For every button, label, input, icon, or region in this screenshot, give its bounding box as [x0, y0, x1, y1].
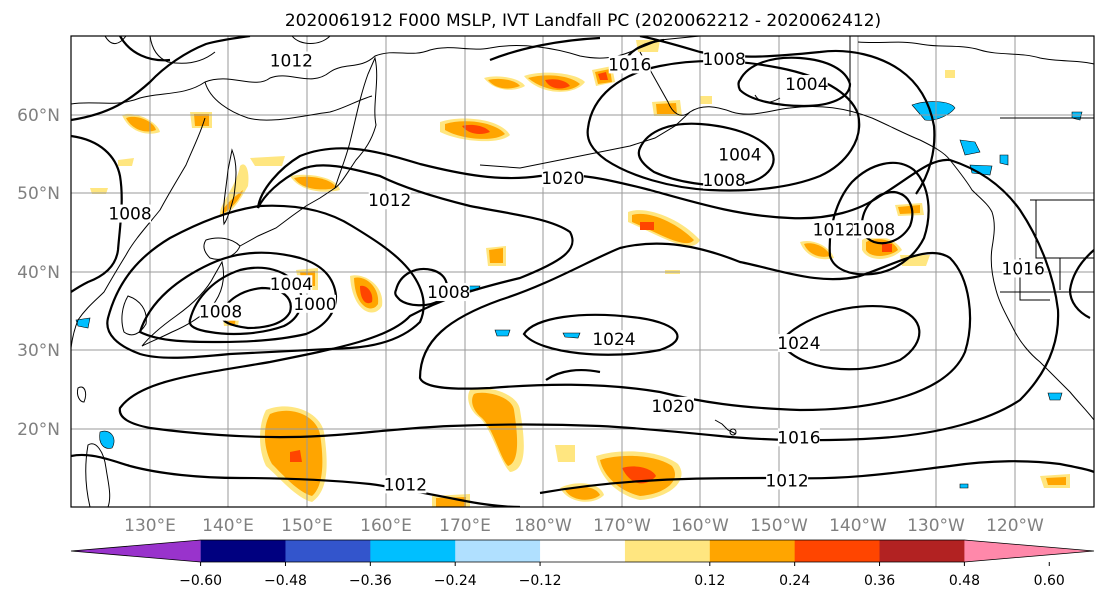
colorbar-segment: [794, 540, 881, 562]
lat-label: 20°N: [17, 420, 60, 440]
isobar-label: 1012: [270, 51, 313, 71]
colorbar-tick-label: −0.48: [264, 573, 307, 589]
ivt-shading: [75, 40, 1083, 507]
lon-label: 120°W: [986, 516, 1044, 536]
colorbar-tick-label: −0.36: [349, 573, 392, 589]
isobar-label: 1012: [765, 471, 808, 491]
isobar-label-background: [777, 334, 820, 353]
colorbar-tick-label: 0.24: [779, 573, 810, 589]
colorbar-segment: [540, 540, 626, 562]
colorbar-segment: [709, 540, 796, 562]
isobar-label: 1008: [703, 171, 746, 191]
isobar-label: 1004: [270, 275, 313, 295]
isobar-label-background: [852, 220, 895, 239]
isobar-label: 1008: [199, 303, 242, 323]
isobar-label: 1016: [608, 55, 651, 75]
isobar-labels: 1012 1016 10081004100410081020101210081012…: [108, 49, 1045, 495]
isobar-label-background: [651, 396, 694, 415]
isobar-label-background: [270, 275, 313, 294]
isobar-label-background: [777, 428, 820, 447]
isobar-label-background: [199, 302, 242, 321]
isobar-label: 1008: [703, 50, 746, 70]
isobar-label: 1008: [427, 283, 470, 303]
colorbar-tick-label: 0.36: [864, 573, 895, 589]
isobar-label: 1012: [813, 220, 856, 240]
colorbar-segment: [455, 540, 541, 562]
colorbar: −0.60 −0.48 −0.36 −0.24 −0.12 0.12 0.24 0.36 0.4…: [70, 539, 1095, 589]
lon-label: 150°E: [281, 516, 333, 536]
isobar-label: 1000: [293, 295, 336, 315]
isobar-label: 1008: [852, 220, 895, 240]
isobar-label: 1012: [384, 475, 427, 495]
latitude-labels: 60°N 50°N 40°N 30°N 20°N: [17, 106, 60, 440]
map-panel: 1012 1016 10081004100410081020101210081012…: [70, 35, 1095, 508]
colorbar-extension-high: [964, 540, 1094, 562]
lon-label: 140°E: [202, 516, 254, 536]
isobar-label-background: [703, 49, 746, 68]
colorbar-tick-label: 0.48: [949, 573, 980, 589]
lon-label: 130°W: [907, 516, 965, 536]
isobar-label: 1004: [718, 146, 761, 166]
isobar-label: 1024: [592, 330, 635, 350]
isobar-label-background: [368, 191, 411, 210]
lon-label: 130°E: [124, 516, 176, 536]
isobar-label: 1024: [777, 334, 820, 354]
colorbar-tick-label: −0.12: [519, 573, 562, 589]
lon-label: 140°W: [829, 516, 887, 536]
isobars: [71, 36, 1094, 507]
isobar-label-background: [703, 170, 746, 189]
lat-label: 40°N: [17, 263, 60, 283]
colorbar-segments: [70, 539, 1095, 563]
isobar-label: 1020: [541, 169, 584, 189]
colorbar-tick-label: 0.60: [1034, 573, 1065, 589]
isobar-label-background: [270, 51, 313, 70]
lon-label: 180°W: [514, 516, 572, 536]
colorbar-tick-label: −0.24: [434, 573, 477, 589]
isobar-label-background: [718, 145, 761, 164]
isobar-label: 1012: [368, 191, 411, 211]
isobar-label-background: [293, 294, 336, 313]
lon-label: 160°W: [671, 516, 729, 536]
isobar-label-background: [109, 204, 152, 223]
colorbar-extension-low: [71, 540, 201, 562]
isobar-label: 1020: [651, 397, 694, 417]
lat-label: 30°N: [17, 341, 60, 361]
lon-label: 170°E: [439, 516, 491, 536]
colorbar-segment: [285, 540, 371, 562]
isobar-label-background: [541, 169, 584, 188]
coastlines: [71, 36, 1094, 507]
isobar-label-background: [384, 475, 427, 494]
colorbar-tick-label: 0.12: [694, 573, 725, 589]
isobar-label-background: [427, 283, 470, 302]
colorbar-segment: [879, 540, 965, 562]
isobar-label: 1004: [785, 75, 828, 95]
lat-label: 60°N: [17, 106, 60, 126]
isobar-label-background: [592, 330, 635, 349]
isobar-label-background: [608, 55, 651, 74]
lon-label: 150°W: [750, 516, 808, 536]
isobar-label: 1016: [1002, 260, 1045, 280]
lon-label: 170°W: [593, 516, 651, 536]
isobar-label: 1016: [777, 428, 820, 448]
longitude-labels: 130°E 140°E 150°E 160°E 170°E 180°W 170°…: [124, 516, 1044, 536]
lon-label: 160°E: [360, 516, 412, 536]
lat-label: 50°N: [17, 184, 60, 204]
isobar-label-background: [785, 75, 828, 94]
colorbar-tick-label: −0.60: [179, 573, 222, 589]
map-frame: [70, 35, 1095, 508]
isobar-label-background: [1002, 259, 1045, 278]
colorbar-ticks: −0.60 −0.48 −0.36 −0.24 −0.12 0.12 0.24 0.36 0.4…: [179, 562, 1065, 589]
isobar-label: 1008: [108, 205, 151, 225]
colorbar-segment: [200, 540, 286, 562]
colorbar-segment: [624, 540, 711, 562]
isobar-label-background: [766, 471, 809, 490]
colorbar-segment: [370, 540, 456, 562]
isobar-label-background: [813, 220, 856, 239]
map-title: 2020061912 F000 MSLP, IVT Landfall PC (2…: [285, 11, 881, 31]
